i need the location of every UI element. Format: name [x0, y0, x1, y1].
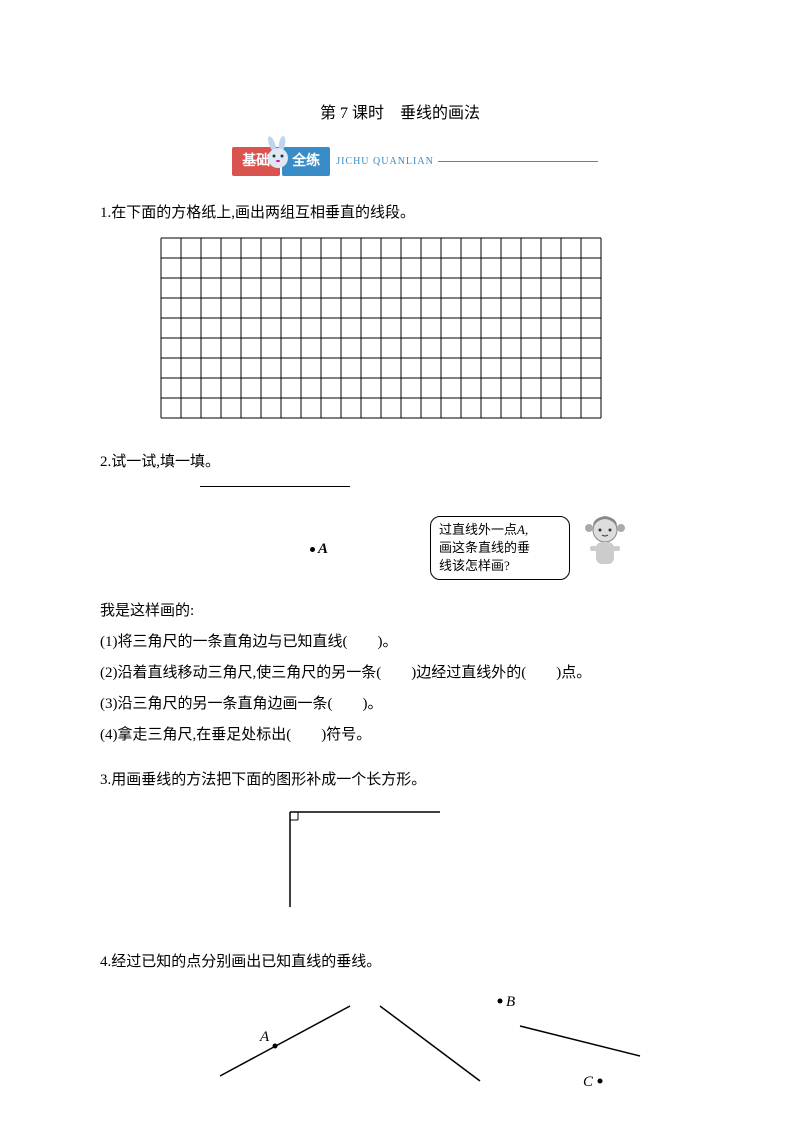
q2-figure: A 过直线外一点A, 画这条直线的垂 线该怎样画?: [200, 486, 700, 586]
q2-line: [200, 486, 350, 487]
question-3: 3.用画垂线的方法把下面的图形补成一个长方形。: [100, 767, 700, 924]
label-b: B: [506, 994, 515, 1010]
q1-grid: [160, 237, 700, 429]
question-2: 2.试一试,填一填。 A 过直线外一点A, 画这条直线的垂 线该怎样画?: [100, 449, 700, 749]
girl-icon: [580, 514, 630, 584]
speech-bubble: 过直线外一点A, 画这条直线的垂 线该怎样画?: [430, 516, 570, 581]
q2-point-a: A: [310, 536, 328, 563]
bubble-line3: 线该怎样画?: [439, 558, 510, 573]
banner-line: [438, 161, 598, 162]
section-banner: 基础 全练 JICHU QUANLIAN: [100, 144, 700, 180]
q2-item-4: (4)拿走三角尺,在垂足处标出( )符号。: [100, 722, 700, 749]
q2-intro: 我是这样画的:: [100, 598, 700, 625]
q2-item-3: (3)沿三角尺的另一条直角边画一条( )。: [100, 691, 700, 718]
label-a: A: [259, 1029, 270, 1045]
q4-text: 4.经过已知的点分别画出已知直线的垂线。: [100, 949, 700, 976]
rabbit-icon: [260, 136, 300, 186]
q2-item-1: (1)将三角尺的一条直角边与已知直线( )。: [100, 629, 700, 656]
q2-item-2: (2)沿着直线移动三角尺,使三角尺的另一条( )边经过直线外的( )点。: [100, 660, 700, 687]
label-c: C: [583, 1074, 594, 1090]
banner-subtitle: JICHU QUANLIAN: [336, 153, 434, 171]
q4-figure: A B C: [200, 986, 700, 1106]
page-title: 第 7 课时 垂线的画法: [100, 100, 700, 129]
bubble-line1: 过直线外一点: [439, 522, 517, 537]
q3-text: 3.用画垂线的方法把下面的图形补成一个长方形。: [100, 767, 700, 794]
question-1: 1.在下面的方格纸上,画出两组互相垂直的线段。: [100, 200, 700, 429]
bubble-line2: 画这条直线的垂: [439, 540, 530, 555]
q2-point-label: A: [318, 541, 328, 557]
bubble-a: A: [517, 522, 525, 537]
q3-figure: [280, 804, 700, 924]
question-4: 4.经过已知的点分别画出已知直线的垂线。 A B C: [100, 949, 700, 1106]
q1-text: 1.在下面的方格纸上,画出两组互相垂直的线段。: [100, 200, 700, 227]
q2-text: 2.试一试,填一填。: [100, 449, 700, 476]
